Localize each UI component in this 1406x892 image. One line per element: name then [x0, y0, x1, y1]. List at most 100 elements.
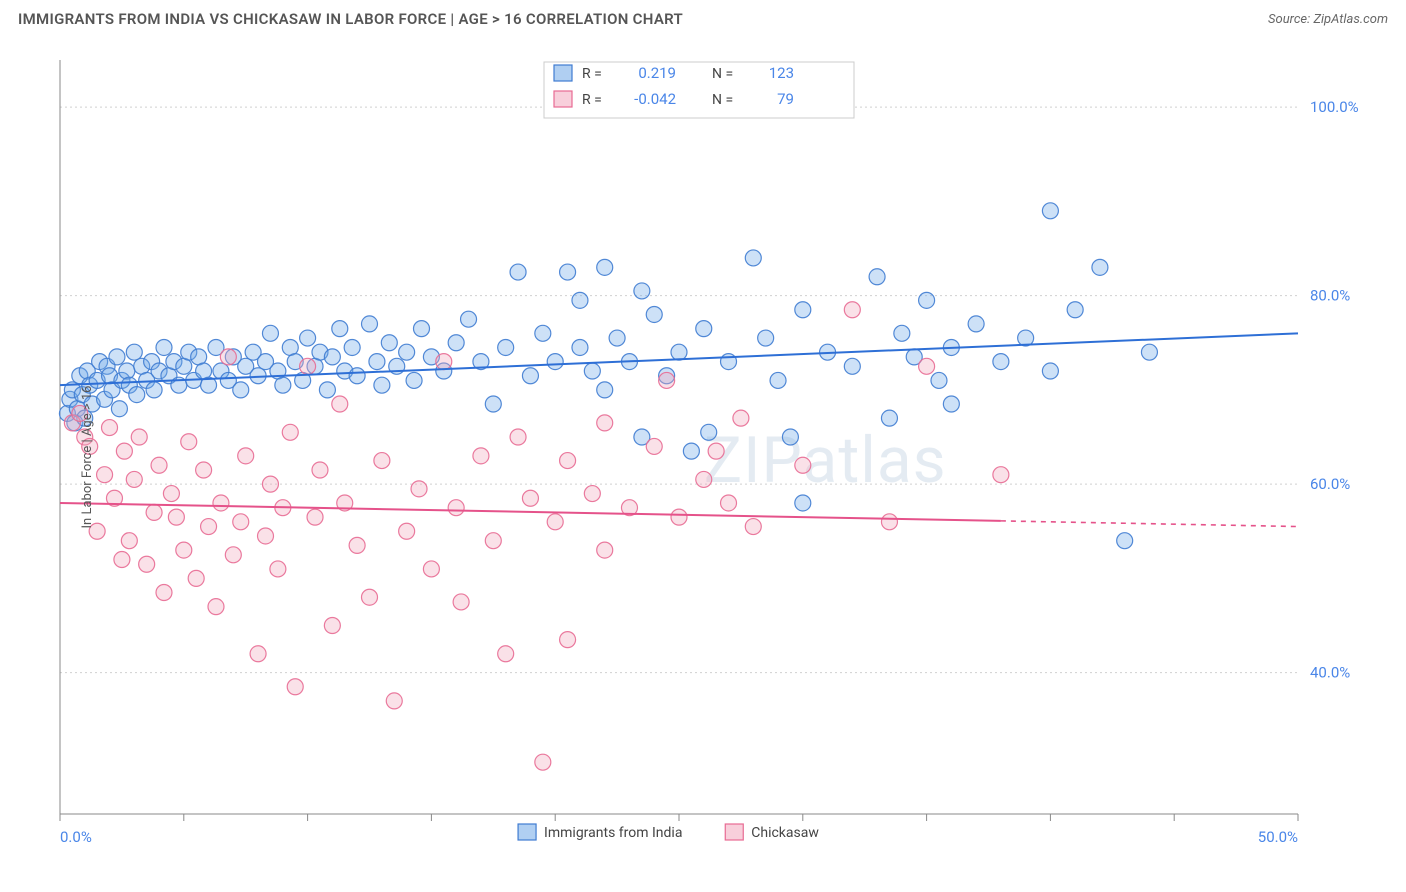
data-point: [522, 368, 538, 384]
data-point: [708, 443, 724, 459]
data-point: [201, 519, 217, 535]
data-point: [993, 467, 1009, 483]
data-point: [411, 481, 427, 497]
data-point: [448, 500, 464, 516]
data-point: [535, 325, 551, 341]
data-point: [262, 476, 278, 492]
data-point: [597, 382, 613, 398]
data-point: [671, 344, 687, 360]
data-point: [1042, 363, 1058, 379]
data-point: [1042, 203, 1058, 219]
data-point: [181, 434, 197, 450]
data-point: [733, 410, 749, 426]
data-point: [894, 325, 910, 341]
data-point: [156, 339, 172, 355]
chart-area: In Labor Force | Age > 16 40.0%60.0%80.0…: [18, 40, 1388, 874]
x-tick-label: 0.0%: [60, 828, 92, 846]
data-point: [448, 335, 464, 351]
data-point: [374, 377, 390, 393]
data-point: [349, 537, 365, 553]
source-attribution: Source: ZipAtlas.com: [1268, 12, 1388, 27]
data-point: [745, 519, 761, 535]
data-point: [597, 259, 613, 275]
data-point: [332, 396, 348, 412]
data-point: [344, 339, 360, 355]
data-point: [584, 486, 600, 502]
data-point: [381, 335, 397, 351]
data-point: [461, 311, 477, 327]
data-point: [609, 330, 625, 346]
data-point: [844, 302, 860, 318]
data-point: [324, 349, 340, 365]
data-point: [126, 471, 142, 487]
legend-label: Chickasaw: [751, 825, 819, 841]
data-point: [696, 471, 712, 487]
stats-r-value: 0.219: [638, 64, 676, 82]
data-point: [250, 646, 266, 662]
stats-r-value: -0.042: [634, 90, 676, 108]
data-point: [485, 396, 501, 412]
data-point: [102, 420, 118, 436]
data-point: [671, 509, 687, 525]
data-point: [931, 372, 947, 388]
data-point: [943, 396, 959, 412]
data-point: [188, 570, 204, 586]
stats-swatch: [554, 91, 572, 107]
data-point: [646, 438, 662, 454]
data-point: [795, 495, 811, 511]
data-point: [1092, 259, 1108, 275]
data-point: [572, 292, 588, 308]
data-point: [1067, 302, 1083, 318]
data-point: [262, 325, 278, 341]
chart-title: IMMIGRANTS FROM INDIA VS CHICKASAW IN LA…: [18, 10, 683, 28]
stats-r-label: R =: [582, 92, 602, 108]
data-point: [362, 316, 378, 332]
data-point: [795, 302, 811, 318]
data-point: [307, 509, 323, 525]
data-point: [522, 490, 538, 506]
data-point: [881, 514, 897, 530]
data-point: [485, 533, 501, 549]
data-point: [168, 509, 184, 525]
data-point: [374, 453, 390, 469]
data-point: [413, 321, 429, 337]
data-point: [116, 443, 132, 459]
data-point: [919, 292, 935, 308]
data-point: [919, 358, 935, 374]
data-point: [156, 585, 172, 601]
data-point: [498, 339, 514, 355]
data-point: [151, 457, 167, 473]
data-point: [701, 424, 717, 440]
data-point: [225, 547, 241, 563]
data-point: [139, 556, 155, 572]
data-point: [770, 372, 786, 388]
data-point: [696, 321, 712, 337]
data-point: [572, 339, 588, 355]
data-point: [795, 457, 811, 473]
data-point: [560, 264, 576, 280]
data-point: [560, 632, 576, 648]
data-point: [349, 368, 365, 384]
data-point: [282, 424, 298, 440]
data-point: [319, 382, 335, 398]
data-point: [119, 363, 135, 379]
data-point: [560, 453, 576, 469]
data-point: [126, 344, 142, 360]
data-point: [869, 269, 885, 285]
data-point: [312, 462, 328, 478]
y-tick-label: 40.0%: [1310, 664, 1350, 682]
scatter-chart-svg: 40.0%60.0%80.0%100.0%0.0%50.0%ZIPatlasIm…: [18, 40, 1388, 874]
data-point: [275, 377, 291, 393]
data-point: [1141, 344, 1157, 360]
data-point: [176, 542, 192, 558]
data-point: [844, 358, 860, 374]
data-point: [498, 646, 514, 662]
data-point: [97, 467, 113, 483]
stats-n-label: N =: [712, 66, 733, 82]
stats-n-value: 79: [777, 90, 794, 108]
y-tick-label: 100.0%: [1310, 98, 1359, 116]
data-point: [646, 306, 662, 322]
data-point: [399, 523, 415, 539]
data-point: [683, 443, 699, 459]
source-link[interactable]: ZipAtlas.com: [1313, 12, 1388, 27]
